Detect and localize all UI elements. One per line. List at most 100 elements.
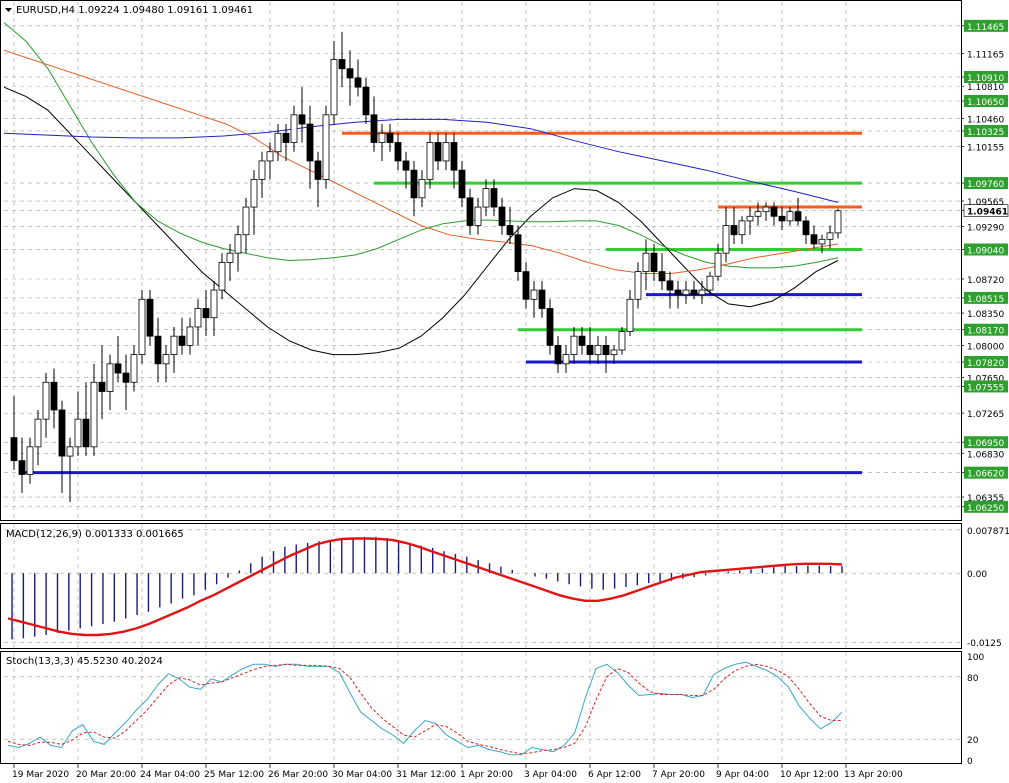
candle-body (594, 344, 602, 356)
candle-body (674, 289, 682, 296)
candle-body (834, 210, 842, 234)
candle-body (586, 344, 594, 356)
candle-body (250, 178, 258, 208)
price-tick-label: 1.10810 (967, 83, 1004, 93)
candle-body (194, 308, 202, 328)
price-tick-label: 1.06950 (967, 439, 1004, 449)
price-tick-label: 1.07555 (967, 383, 1004, 393)
symbol-dropdown-icon[interactable] (5, 8, 12, 12)
candle-body (394, 142, 402, 162)
time-tick-label: 20 Mar 20:00 (76, 770, 136, 780)
candle-body (266, 151, 274, 162)
candle-body (626, 298, 634, 332)
moving-average-line (3, 86, 839, 356)
candle-body (122, 372, 130, 383)
price-tick-label: 1.06830 (967, 450, 1004, 460)
price-tick-label: 1.06620 (967, 470, 1004, 480)
price-tick-label: 1.06355 (967, 494, 1004, 504)
price-label-box (964, 380, 1008, 393)
price-tick-label: 1.11165 (967, 51, 1004, 61)
moving-average-lines (3, 22, 839, 356)
price-label-box (964, 291, 1008, 304)
price-tick-label: 1.10650 (967, 98, 1004, 108)
candle-body (498, 206, 506, 226)
candle-body (426, 142, 434, 180)
candle-body (650, 252, 658, 273)
candle-body (18, 460, 26, 475)
candle-body (522, 271, 530, 300)
price-tick-label: 1.10155 (967, 144, 1004, 154)
candle-body (442, 142, 450, 162)
candle-body (282, 132, 290, 143)
time-tick-label: 7 Apr 20:00 (652, 770, 705, 780)
stoch-title: Stoch(13,3,3) 45.5230 40.2024 (6, 656, 163, 667)
macd-pane-frame (0, 523, 962, 649)
candle-body (146, 298, 154, 337)
candle-body (226, 252, 234, 263)
candle-body (762, 206, 770, 213)
candle-body (610, 349, 618, 356)
candle-body (698, 289, 706, 296)
candle-body (322, 114, 330, 180)
price-label-box (964, 323, 1008, 336)
candle-body (634, 271, 642, 300)
candle-body (802, 220, 810, 236)
candle-body (178, 335, 186, 346)
candle-body (362, 86, 370, 116)
price-tick-label: 1.08350 (967, 310, 1004, 320)
main-chart-title: EURUSD,H4 1.09224 1.09480 1.09161 1.0946… (16, 5, 253, 16)
candle-body (74, 418, 82, 448)
stoch-signal-line (7, 663, 842, 755)
candle-body (242, 206, 250, 236)
macd-signal-line (7, 537, 843, 637)
candle-body (50, 381, 58, 411)
price-label-box (964, 177, 1008, 190)
stoch-tick-label: 0 (967, 757, 973, 767)
candle-body (682, 289, 690, 296)
candle-body (738, 220, 746, 236)
candle-body (754, 211, 762, 217)
macd-tick-label: 0.00 (967, 570, 987, 580)
time-tick-label: 6 Apr 12:00 (588, 770, 641, 780)
candle-body (690, 289, 698, 296)
candle-body (298, 114, 306, 125)
candle-body (730, 225, 738, 236)
time-tick-label: 1 Apr 20:00 (460, 770, 513, 780)
candle-body (618, 331, 626, 351)
candle-body (818, 238, 826, 245)
candle-body (106, 363, 114, 392)
price-tick-label: 1.09290 (967, 223, 1004, 233)
candle-body (778, 215, 786, 222)
candle-body (602, 344, 610, 356)
candle-body (714, 252, 722, 277)
price-tick-label: 1.10910 (967, 74, 1004, 84)
candle-body (570, 335, 578, 356)
candle-body (42, 381, 50, 420)
price-tick-label: 1.07820 (967, 359, 1004, 369)
price-label-box (964, 95, 1008, 107)
candle-body (218, 261, 226, 291)
candle-body (530, 289, 538, 300)
candle-body (826, 232, 834, 240)
candle-body (810, 234, 818, 245)
candle-body (490, 188, 498, 208)
stoch-tick-label: 80 (967, 674, 979, 684)
price-label-box (964, 124, 1008, 137)
time-tick-label: 24 Mar 04:00 (140, 770, 200, 780)
candle-body (506, 225, 514, 236)
price-tick-label: 1.08720 (967, 276, 1004, 286)
time-tick-label: 30 Mar 04:00 (332, 770, 392, 780)
candle-body (354, 77, 362, 88)
candle-body (306, 123, 314, 162)
candlestick-series (10, 31, 842, 503)
candle-body (794, 211, 802, 222)
candle-body (410, 169, 418, 199)
candle-body (458, 169, 466, 199)
time-tick-label: 3 Apr 04:00 (524, 770, 577, 780)
candle-body (786, 211, 794, 222)
candle-body (722, 225, 730, 254)
price-tick-label: 1.07265 (967, 410, 1004, 420)
candle-body (514, 234, 522, 273)
price-label-box (964, 500, 1008, 513)
